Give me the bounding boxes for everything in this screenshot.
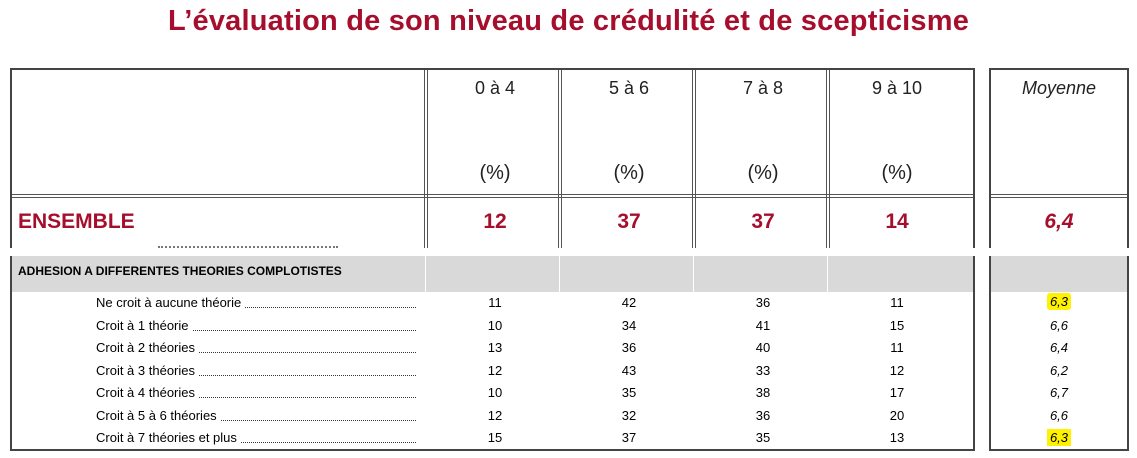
results-table: 0 à 4 5 à 6 7 à 8 9 à 10 (%) (%) (%) (%)… [8, 68, 977, 451]
mean-cell: 6,3 [991, 429, 1127, 446]
row-label: Croit à 2 théories [96, 340, 416, 356]
mean-value: 6,4 [1049, 340, 1069, 355]
ensemble-mean: 6,4 [1044, 210, 1074, 233]
mean-cell: 6,3 [991, 293, 1127, 310]
table-cell: 13 [487, 340, 503, 355]
table-cell: 43 [621, 363, 637, 378]
section-band [991, 256, 1127, 292]
table-break [987, 248, 1131, 256]
section-label: ADHESION A DIFFERENTES THEORIES COMPLOTI… [18, 264, 342, 278]
highlighted-mean: 6,3 [1046, 293, 1072, 310]
highlighted-mean: 6,3 [1046, 429, 1072, 446]
col-unit: (%) [479, 162, 511, 184]
row-label: Croit à 3 théories [96, 363, 416, 379]
ensemble-value: 12 [483, 210, 507, 233]
row-label-text: Ne croit à aucune théorie [96, 295, 245, 310]
table-cell: 36 [621, 340, 637, 355]
table-cell: 15 [889, 318, 905, 333]
row-label: Ne croit à aucune théorie [96, 295, 416, 311]
table-cell: 11 [890, 295, 904, 310]
table-break [8, 246, 977, 256]
table-cell: 42 [621, 295, 637, 310]
mean-cell: 6,6 [991, 408, 1127, 423]
row-label-text: Croit à 3 théories [96, 363, 198, 378]
table-cell: 12 [487, 363, 503, 378]
row-label-text: Croit à 2 théories [96, 340, 198, 355]
table-cell: 34 [621, 318, 637, 333]
band-divider [827, 256, 828, 292]
header-divider [12, 194, 973, 198]
column-divider [558, 70, 562, 249]
row-label: Croit à 5 à 6 théories [96, 408, 416, 424]
table-cell: 11 [890, 340, 904, 355]
table-cell: 40 [755, 340, 771, 355]
mean-cell: 6,6 [991, 318, 1127, 333]
table-cell: 17 [889, 385, 905, 400]
table-cell: 12 [889, 363, 905, 378]
column-divider [424, 70, 428, 249]
ensemble-value: 37 [617, 210, 641, 233]
row-label-text: Croit à 7 théories et plus [96, 430, 240, 445]
mean-value: 6,7 [1049, 385, 1069, 400]
table-cell: 12 [487, 408, 503, 423]
col-header-7-8: 7 à 8 [742, 78, 784, 98]
table-cell: 38 [755, 385, 771, 400]
mean-value: 6,6 [1049, 408, 1069, 423]
mean-cell: 6,2 [991, 363, 1127, 378]
table-cell: 41 [755, 318, 771, 333]
column-divider [692, 70, 696, 249]
col-header-5-6: 5 à 6 [608, 78, 650, 98]
row-label-text: Croit à 1 théorie [96, 318, 192, 333]
band-divider [559, 256, 560, 292]
header-divider [991, 194, 1127, 198]
ensemble-value: 37 [751, 210, 775, 233]
row-label: Croit à 7 théories et plus [96, 430, 416, 446]
band-divider [425, 256, 426, 292]
section-band [12, 256, 973, 292]
table-cell: 20 [889, 408, 905, 423]
ensemble-value: 14 [885, 210, 909, 233]
table-cell: 35 [621, 385, 637, 400]
row-label-text: Croit à 5 à 6 théories [96, 408, 220, 423]
table-cell: 36 [755, 295, 771, 310]
col-unit: (%) [613, 162, 645, 184]
page-title: L’évaluation de son niveau de crédulité … [167, 5, 970, 37]
table-cell: 36 [755, 408, 771, 423]
mean-header: Moyenne [1021, 78, 1097, 98]
row-label: Croit à 1 théorie [96, 318, 416, 334]
table-cell: 33 [755, 363, 771, 378]
mean-table: Moyenne 6,4 6,3 6,6 6,4 6,2 6,7 6,6 6,3 [987, 68, 1131, 451]
table-cell: 32 [621, 408, 637, 423]
mean-value: 6,2 [1049, 363, 1069, 378]
table-cell: 15 [487, 430, 503, 445]
col-header-0-4: 0 à 4 [474, 78, 516, 98]
mean-value: 6,6 [1049, 318, 1069, 333]
table-cell: 35 [755, 430, 771, 445]
ensemble-label: ENSEMBLE [18, 210, 135, 233]
table-cell: 10 [487, 318, 503, 333]
mean-cell: 6,7 [991, 385, 1127, 400]
row-label: Croit à 4 théories [96, 385, 416, 401]
column-divider [826, 70, 830, 249]
table-cell: 13 [889, 430, 905, 445]
row-label-text: Croit à 4 théories [96, 385, 198, 400]
col-header-9-10: 9 à 10 [871, 78, 923, 98]
table-cell: 10 [487, 385, 503, 400]
table-cell: 11 [488, 295, 502, 310]
col-unit: (%) [881, 162, 913, 184]
col-unit: (%) [747, 162, 779, 184]
mean-cell: 6,4 [991, 340, 1127, 355]
band-divider [693, 256, 694, 292]
table-cell: 37 [621, 430, 637, 445]
